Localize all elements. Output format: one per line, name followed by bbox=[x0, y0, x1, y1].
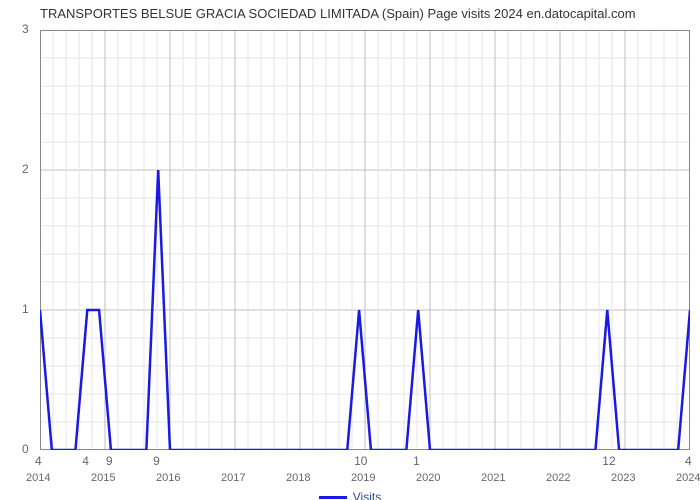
y-tick-label: 1 bbox=[22, 302, 29, 316]
legend-swatch bbox=[319, 496, 347, 499]
y-tick-label: 0 bbox=[22, 442, 29, 456]
chart-container: { "chart": { "type": "line", "title": "T… bbox=[0, 0, 700, 500]
x-tick-label: 2015 bbox=[91, 472, 115, 484]
data-label: 4 bbox=[685, 454, 692, 468]
x-tick-label: 2020 bbox=[416, 472, 440, 484]
x-tick-label: 2017 bbox=[221, 472, 245, 484]
x-tick-label: 2024 bbox=[676, 472, 700, 484]
x-tick-label: 2014 bbox=[26, 472, 50, 484]
data-label: 4 bbox=[82, 454, 89, 468]
chart-svg bbox=[40, 30, 690, 450]
data-label: 12 bbox=[602, 454, 615, 468]
data-label: 10 bbox=[354, 454, 367, 468]
x-tick-label: 2021 bbox=[481, 472, 505, 484]
x-tick-label: 2019 bbox=[351, 472, 375, 484]
plot-area bbox=[40, 30, 690, 450]
x-tick-label: 2023 bbox=[611, 472, 635, 484]
y-tick-label: 3 bbox=[22, 22, 29, 36]
legend: Visits bbox=[0, 490, 700, 500]
x-tick-label: 2022 bbox=[546, 472, 570, 484]
data-label: 1 bbox=[413, 454, 420, 468]
legend-label: Visits bbox=[353, 490, 381, 500]
x-tick-label: 2016 bbox=[156, 472, 180, 484]
data-label: 9 bbox=[153, 454, 160, 468]
data-label: 4 bbox=[35, 454, 42, 468]
y-tick-label: 2 bbox=[22, 162, 29, 176]
x-tick-label: 2018 bbox=[286, 472, 310, 484]
data-label: 9 bbox=[106, 454, 113, 468]
chart-title: TRANSPORTES BELSUE GRACIA SOCIEDAD LIMIT… bbox=[0, 6, 700, 21]
